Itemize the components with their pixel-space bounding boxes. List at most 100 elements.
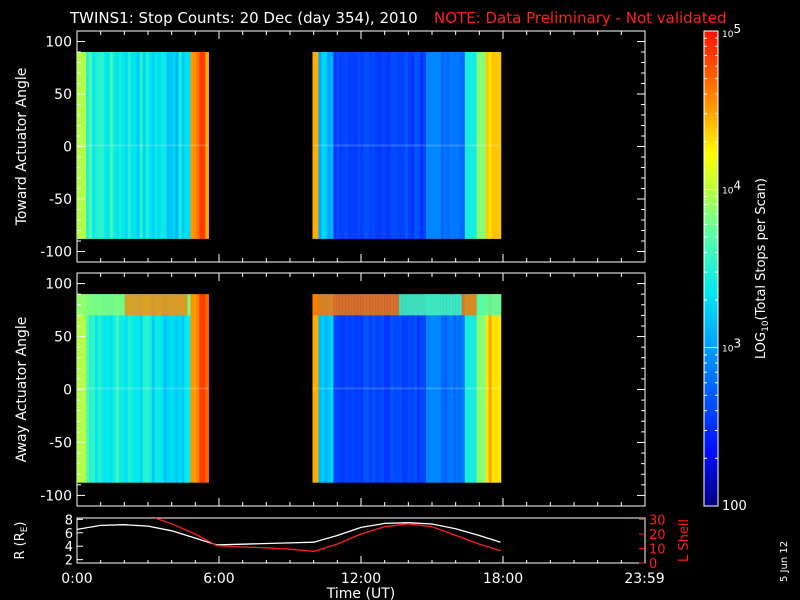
heatmap-column: [357, 52, 361, 239]
heatmap-column: [369, 52, 373, 239]
heatmap-column-upper: [175, 294, 180, 316]
colorbar-label-rest: (Total Stops per Scan): [754, 178, 769, 320]
heatmap-column: [363, 294, 367, 483]
heatmap-column: [175, 52, 180, 239]
heatmap-column: [318, 294, 323, 483]
heatmap-column: [345, 52, 349, 239]
heatmap-column: [205, 294, 209, 483]
heatmap-column: [318, 52, 323, 239]
heatmap-column: [446, 52, 451, 239]
heatmap-column: [312, 294, 317, 483]
heatmap-column: [360, 52, 364, 239]
colorbar-tick-label: 104: [722, 178, 741, 196]
heatmap-column: [479, 52, 484, 239]
away-actuator-panel: 100 50 0 -50 -100 Away Actuator Angle: [14, 272, 646, 507]
heatmap-column-upper: [485, 294, 490, 316]
heatmap-column: [142, 294, 147, 483]
heatmap-column-upper: [178, 294, 183, 316]
heatmap-column: [396, 52, 400, 239]
heatmap-column-upper: [384, 294, 388, 316]
heatmap-column-upper: [172, 294, 177, 316]
heatmap-column: [348, 52, 352, 239]
heatmap-column: [202, 52, 206, 239]
heatmap-block: [312, 52, 502, 239]
colorbar-label-log: LOG: [754, 332, 769, 359]
heatmap-column: [82, 294, 87, 483]
heatmap-column: [354, 52, 358, 239]
heatmap-column-upper: [115, 294, 120, 316]
heatmap-column-upper: [345, 294, 349, 316]
heatmap-column: [121, 52, 126, 239]
heatmap-column: [166, 294, 171, 483]
heatmap-column: [121, 294, 126, 483]
heatmap-column-upper: [130, 294, 135, 316]
heatmap-column: [82, 52, 87, 239]
heatmap-column: [178, 294, 183, 483]
heatmap-column: [405, 52, 409, 239]
heatmap-column: [169, 294, 174, 483]
colorbar-tick-label: 103: [722, 337, 741, 355]
heatmap-column: [124, 294, 129, 483]
heatmap-column: [154, 294, 159, 483]
heatmap-column: [497, 52, 502, 239]
heatmap-column: [417, 294, 421, 483]
heatmap-column-upper: [109, 294, 114, 316]
heatmap-column-upper: [166, 294, 171, 316]
heatmap-column: [434, 52, 439, 239]
heatmap-column-upper: [79, 294, 84, 316]
colorbar-label: LOG10(Total Stops per Scan): [754, 178, 771, 359]
heatmap-column: [375, 52, 379, 239]
heatmap-column: [327, 294, 332, 483]
heatmap-column: [184, 52, 189, 239]
heatmap-column: [130, 294, 135, 483]
heatmap-column: [431, 52, 436, 239]
y-axis-label: Toward Actuator Angle: [14, 68, 30, 227]
heatmap-column-upper: [336, 294, 340, 316]
heatmap-column: [339, 52, 343, 239]
heatmap-column: [420, 52, 424, 239]
heatmap-column: [333, 294, 337, 483]
heatmap-column: [467, 52, 472, 239]
heatmap-column: [428, 294, 433, 483]
l-shell-series-line: [154, 518, 501, 553]
heatmap-column: [312, 52, 317, 239]
heatmap-column: [402, 294, 406, 483]
heatmap-column: [196, 52, 200, 239]
heatmap-column-upper: [354, 294, 358, 316]
heatmap-column: [321, 52, 326, 239]
heatmap-column: [157, 294, 162, 483]
heatmap-column-upper: [479, 294, 484, 316]
heatmap-column: [452, 294, 457, 483]
heatmap-column: [351, 294, 355, 483]
y-tick-label: -100: [40, 488, 72, 504]
y-tick-label: 0: [63, 383, 72, 399]
heatmap-column-upper: [467, 294, 472, 316]
heatmap-column-upper: [103, 294, 108, 316]
heatmap-column: [151, 52, 156, 239]
heatmap-column: [473, 294, 478, 483]
heatmap-column: [354, 294, 358, 483]
heatmap-column-upper: [315, 294, 320, 316]
heatmap-column: [357, 294, 361, 483]
heatmap-column: [420, 294, 424, 483]
heatmap-column: [97, 294, 102, 483]
heatmap-column-upper: [181, 294, 186, 316]
colorbar-tick-base: 10: [722, 186, 734, 196]
heatmap-column: [145, 294, 150, 483]
colorbar-gradient: [703, 30, 719, 507]
heatmap-column: [458, 294, 463, 483]
heatmap-column: [324, 294, 329, 483]
heatmap-column: [342, 294, 346, 483]
heatmap-column: [178, 52, 183, 239]
heatmap-column-upper: [440, 294, 445, 316]
heatmap-column-upper: [491, 294, 496, 316]
right-y-tick-label: 10: [649, 542, 666, 557]
heatmap-block: [312, 294, 502, 483]
heatmap-column: [160, 52, 165, 239]
heatmap-column: [473, 52, 478, 239]
heatmap-column: [148, 294, 153, 483]
heatmap-column: [342, 52, 346, 239]
heatmap-column: [127, 294, 132, 483]
